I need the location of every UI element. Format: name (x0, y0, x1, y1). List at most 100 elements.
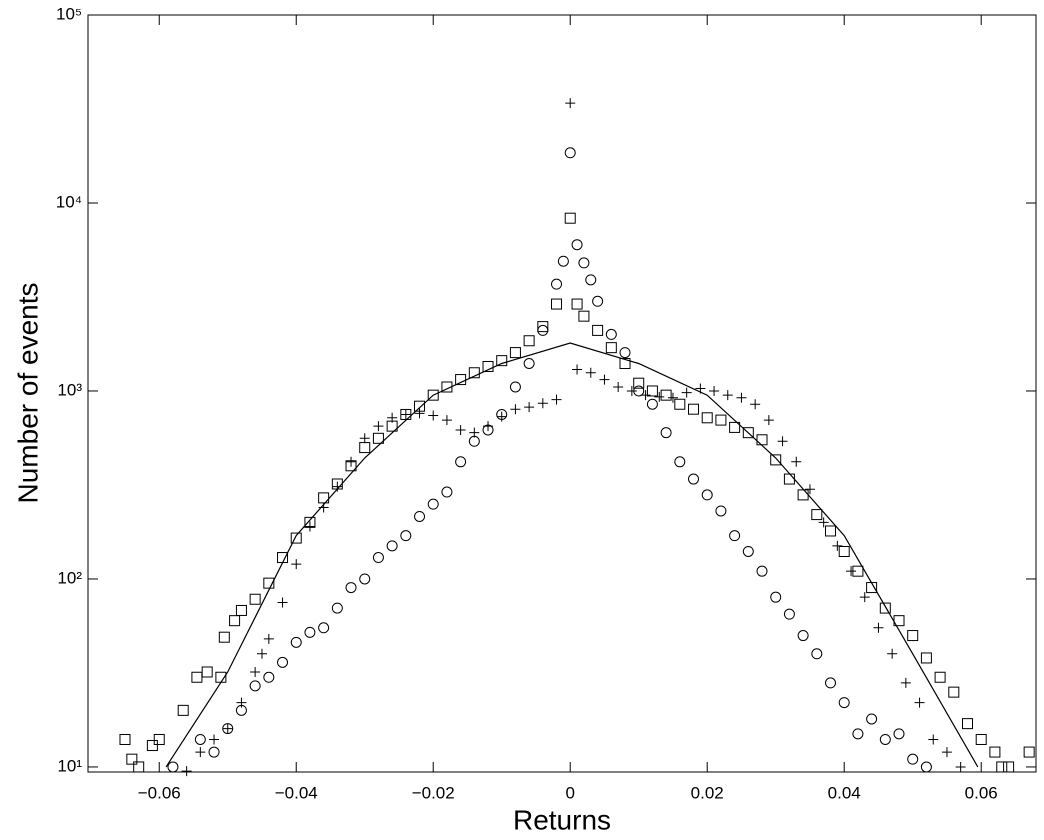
plus-marker (441, 415, 452, 426)
circle-marker (879, 733, 891, 745)
x-tick-label: −0.06 (138, 783, 181, 802)
square-marker (907, 630, 919, 642)
square-marker (427, 389, 439, 401)
plus-marker (941, 747, 952, 758)
square-marker (571, 298, 583, 310)
square-marker (468, 367, 480, 379)
circle-marker (605, 328, 617, 340)
plus-marker (250, 666, 261, 677)
circle-marker (359, 573, 371, 585)
plus-marker (318, 502, 329, 513)
square-marker (770, 454, 782, 466)
plus-marker (722, 390, 733, 401)
square-marker (920, 652, 932, 664)
square-marker (455, 374, 467, 386)
plus-marker (640, 390, 651, 401)
plus-marker (387, 412, 398, 423)
plus-marker (791, 456, 802, 467)
plus-marker (572, 364, 583, 375)
circle-marker (304, 626, 316, 638)
plus-marker (373, 421, 384, 432)
x-tick-label: 0.04 (828, 783, 861, 802)
plus-marker (565, 98, 576, 109)
square-marker (1023, 746, 1035, 758)
square-marker (715, 414, 727, 426)
x-tick-label: −0.02 (412, 783, 455, 802)
plus-marker (928, 734, 939, 745)
circle-marker (838, 697, 850, 709)
square-marker (633, 377, 645, 389)
square-marker (893, 615, 905, 627)
plot-frame (87, 14, 1037, 773)
y-tick-label: 10⁴ (56, 192, 82, 211)
circle-marker (742, 545, 754, 557)
circle-marker (345, 582, 357, 594)
circle-marker (537, 324, 549, 336)
circle-marker (372, 552, 384, 564)
square-marker (797, 489, 809, 501)
circle-marker (866, 713, 878, 725)
circle-marker (427, 498, 439, 510)
square-marker (879, 602, 891, 614)
circle-marker (194, 733, 206, 745)
circle-marker (646, 398, 658, 410)
plus-marker (551, 394, 562, 405)
y-tick-label: 10³ (57, 380, 82, 399)
plus-marker (263, 633, 274, 644)
circle-marker (756, 565, 768, 577)
circle-marker (893, 728, 905, 740)
plus-marker (585, 367, 596, 378)
plus-marker (469, 427, 480, 438)
plus-marker (510, 404, 521, 415)
circle-marker (688, 473, 700, 485)
circle-marker (414, 510, 426, 522)
plus-marker (524, 402, 535, 413)
square-marker (496, 355, 508, 367)
circle-marker (592, 295, 604, 307)
circle-marker (674, 456, 686, 468)
square-marker (277, 552, 289, 564)
circle-marker (441, 486, 453, 498)
plus-marker (599, 374, 610, 385)
square-marker (825, 525, 837, 537)
square-marker (229, 615, 241, 627)
plus-marker (955, 761, 966, 772)
circle-marker (249, 680, 261, 692)
square-marker (1003, 761, 1015, 773)
circle-marker (290, 636, 302, 648)
circle-marker (770, 591, 782, 603)
plus-marker (222, 723, 233, 734)
circle-marker (564, 147, 576, 159)
square-marker (133, 761, 145, 773)
x-axis-title: Returns (513, 804, 611, 835)
square-marker (578, 310, 590, 322)
circle-marker (551, 278, 563, 290)
square-marker (146, 740, 158, 752)
plus-marker (359, 433, 370, 444)
plus-marker (400, 409, 411, 420)
square-marker (153, 733, 165, 745)
plus-marker (332, 481, 343, 492)
square-marker (218, 631, 230, 643)
square-marker (838, 545, 850, 557)
circle-marker (208, 746, 220, 758)
square-marker (646, 385, 658, 397)
y-tick-label: 10² (57, 568, 82, 587)
plus-marker (914, 697, 925, 708)
plus-marker (483, 421, 494, 432)
circle-marker (797, 630, 809, 642)
square-marker (441, 381, 453, 393)
plus-marker (428, 410, 439, 421)
circle-marker (557, 255, 569, 267)
plus-marker (195, 747, 206, 758)
square-marker (866, 582, 878, 594)
square-marker (783, 473, 795, 485)
y-tick-label: 10⁵ (56, 4, 82, 23)
x-tick-label: 0 (565, 783, 574, 802)
plus-marker (346, 456, 357, 467)
circle-marker (318, 622, 330, 634)
plus-marker (236, 697, 247, 708)
plus-marker (859, 592, 870, 603)
plus-marker (455, 425, 466, 436)
square-marker (674, 398, 686, 410)
